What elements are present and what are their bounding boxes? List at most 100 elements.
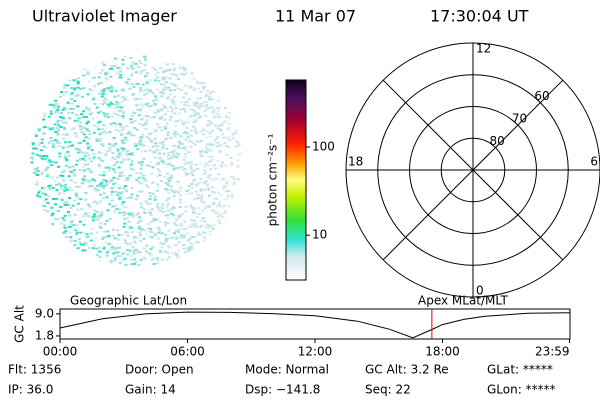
- speckle: [96, 211, 100, 213]
- speckle: [83, 159, 87, 162]
- speckle: [49, 137, 53, 139]
- speckle: [189, 204, 193, 207]
- speckle: [111, 183, 115, 185]
- speckle: [104, 132, 108, 134]
- speckle: [232, 177, 236, 180]
- speckle: [160, 246, 164, 248]
- speckle: [183, 104, 187, 107]
- speckle: [203, 101, 207, 103]
- speckle: [173, 120, 177, 123]
- speckle: [110, 187, 114, 190]
- speckle: [142, 247, 146, 250]
- speckle: [53, 146, 57, 149]
- speckle: [179, 135, 183, 138]
- speckle: [93, 85, 96, 88]
- speckle: [82, 215, 85, 218]
- speckle: [144, 179, 148, 182]
- speckle: [177, 216, 181, 219]
- speckle: [202, 168, 206, 171]
- speckle: [120, 233, 124, 236]
- speckle: [223, 107, 227, 110]
- speckle: [211, 90, 215, 93]
- speckle: [168, 68, 172, 71]
- speckle: [149, 220, 153, 223]
- speckle: [144, 103, 148, 106]
- speckle: [169, 136, 173, 139]
- speckle: [147, 105, 150, 108]
- speckle: [183, 220, 187, 223]
- speckle: [177, 215, 181, 218]
- speckle: [113, 246, 117, 249]
- speckle: [86, 163, 90, 166]
- speckle: [144, 200, 148, 203]
- speckle: [111, 88, 115, 90]
- speckle: [114, 107, 118, 109]
- speckle: [173, 67, 177, 70]
- speckle: [126, 177, 130, 180]
- speckle: [137, 227, 141, 230]
- speckle: [155, 149, 159, 152]
- speckle: [86, 179, 89, 182]
- speckle: [156, 258, 160, 261]
- speckle: [219, 165, 223, 168]
- speckle: [214, 113, 218, 116]
- speckle: [83, 231, 87, 234]
- speckle: [143, 59, 147, 62]
- speckle: [82, 87, 86, 90]
- speckle: [166, 98, 170, 101]
- speckle: [235, 145, 239, 148]
- speckle: [189, 245, 193, 248]
- speckle: [120, 171, 124, 174]
- speckle: [137, 141, 141, 144]
- speckle: [193, 129, 197, 132]
- speckle: [129, 74, 133, 77]
- speckle: [100, 81, 104, 84]
- speckle: [108, 203, 111, 206]
- speckle: [193, 223, 197, 226]
- speckle: [182, 247, 186, 250]
- speckle: [46, 195, 50, 198]
- speckle: [156, 168, 160, 171]
- speckle: [194, 120, 198, 123]
- speckle: [130, 121, 134, 124]
- colorbar: [285, 79, 307, 281]
- speckle: [187, 116, 191, 119]
- speckle: [35, 182, 39, 185]
- speckle: [57, 217, 61, 220]
- speckle: [220, 123, 224, 126]
- status-field: GLon: *****: [487, 383, 556, 397]
- speckle: [183, 155, 187, 158]
- speckle: [123, 55, 127, 58]
- speckle: [66, 145, 70, 148]
- speckle: [91, 185, 95, 187]
- speckle: [123, 257, 127, 260]
- speckle: [190, 186, 194, 189]
- speckle: [189, 165, 193, 168]
- speckle: [170, 150, 174, 153]
- speckle: [50, 176, 54, 179]
- speckle: [184, 84, 188, 87]
- speckle: [136, 83, 140, 86]
- speckle: [225, 181, 229, 183]
- speckle: [201, 133, 205, 136]
- speckle: [173, 73, 177, 76]
- speckle: [162, 243, 166, 246]
- speckle: [139, 202, 143, 205]
- speckle: [190, 248, 193, 251]
- speckle: [193, 143, 197, 146]
- speckle: [68, 186, 72, 189]
- speckle: [54, 218, 58, 221]
- speckle: [230, 176, 234, 179]
- speckle: [150, 208, 154, 211]
- speckle: [44, 198, 48, 201]
- speckle: [200, 105, 204, 108]
- speckle: [92, 96, 96, 99]
- speckle: [103, 114, 107, 117]
- speckle: [128, 130, 132, 133]
- speckle: [43, 115, 47, 118]
- speckle: [122, 159, 126, 161]
- speckle: [55, 127, 59, 129]
- speckle: [170, 73, 174, 76]
- speckle: [73, 88, 77, 91]
- speckle: [88, 205, 92, 208]
